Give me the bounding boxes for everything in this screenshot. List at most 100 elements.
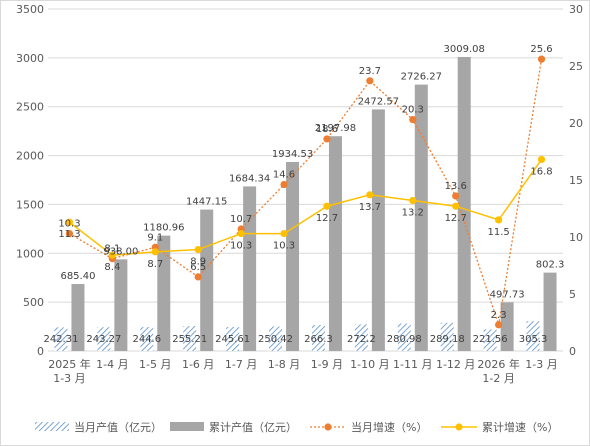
label-monthly-output: 289.18 xyxy=(430,334,465,345)
label-cumulative-output: 1447.15 xyxy=(186,197,227,208)
point-cumulative-growth xyxy=(237,229,245,238)
bar-cumulative-output xyxy=(71,284,85,351)
label-cumulative-growth: 10.3 xyxy=(230,241,252,252)
right-tick-label: 5 xyxy=(569,288,576,301)
right-axis: 0 5 10 15 20 25 30 xyxy=(569,3,583,358)
bar-cumulative-output xyxy=(328,136,342,351)
label-monthly-growth: 2.3 xyxy=(491,310,507,321)
point-cumulative-growth xyxy=(323,202,331,210)
bar-cumulative-output xyxy=(200,209,214,351)
x-tick-label: 1-8 月 xyxy=(268,358,300,371)
label-cumulative-output: 2197.98 xyxy=(315,123,356,134)
x-tick-label: 1-4 月 xyxy=(96,358,128,371)
bar-monthly-output xyxy=(483,329,497,351)
point-cumulative-growth xyxy=(366,191,374,199)
bar-monthly-output xyxy=(97,327,111,351)
line-cumulative-growth xyxy=(69,159,543,257)
bar-cumulative-output xyxy=(500,302,514,351)
label-monthly-output: 280.98 xyxy=(387,334,422,345)
point-monthly-growth xyxy=(537,55,546,63)
label-cumulative-growth: 11.5 xyxy=(487,227,509,238)
point-cumulative-growth xyxy=(280,229,288,238)
label-cumulative-growth: 13.2 xyxy=(402,208,424,219)
line-monthly-growth xyxy=(69,59,543,325)
x-tick-label: 1-3 月 xyxy=(53,372,85,385)
label-monthly-growth: 9.1 xyxy=(147,232,163,243)
x-tick-label: 2025 年 xyxy=(48,357,91,371)
label-cumulative-growth: 8.4 xyxy=(104,262,120,273)
label-cumulative-growth: 12.7 xyxy=(445,213,467,224)
x-tick-label: 1-5 月 xyxy=(139,358,171,371)
bar-monthly-output xyxy=(140,327,154,351)
label-cumulative-output: 3009.08 xyxy=(444,44,485,55)
legend: 当月产值（亿元） 累计产值（亿元） 当月增速（%） 累计增速（%） xyxy=(35,420,558,434)
label-cumulative-growth: 10.3 xyxy=(273,241,295,252)
point-cumulative-growth xyxy=(108,251,116,259)
gridlines xyxy=(48,8,563,352)
label-monthly-output: 305.3 xyxy=(519,334,548,345)
data-labels: 242.31685.4010.311.3243.27938.008.18.424… xyxy=(43,44,564,345)
point-cumulative-growth xyxy=(151,248,159,256)
point-monthly-growth xyxy=(409,115,417,124)
label-monthly-output: 243.27 xyxy=(86,334,121,345)
bar-cumulative-output xyxy=(543,272,557,351)
point-cumulative-growth xyxy=(452,202,460,210)
bar-monthly-output xyxy=(269,326,283,351)
point-cumulative-growth xyxy=(537,155,546,164)
legend-label-cumulative-output: 累计产值（亿元） xyxy=(209,420,297,434)
x-tick-label: 1-7 月 xyxy=(225,358,257,371)
x-tick-label: 1-6 月 xyxy=(182,358,214,371)
bar-cumulative-output xyxy=(286,161,300,351)
right-tick-label: 25 xyxy=(569,60,583,73)
label-monthly-growth: 8.1 xyxy=(104,244,120,255)
bar-monthly-output xyxy=(397,323,411,351)
label-cumulative-growth: 16.8 xyxy=(530,166,552,177)
label-cumulative-output: 497.73 xyxy=(490,289,525,300)
point-cumulative-growth xyxy=(495,216,503,224)
left-tick-label: 1000 xyxy=(16,247,44,260)
bar-cumulative-output xyxy=(457,56,471,351)
legend-marker-monthly-growth xyxy=(324,423,332,431)
label-cumulative-growth: 8.9 xyxy=(190,257,206,268)
bar-cumulative-output xyxy=(114,259,128,351)
label-cumulative-output: 1180.96 xyxy=(143,223,184,234)
legend-label-monthly-growth: 当月增速（%） xyxy=(351,420,427,434)
label-monthly-output: 244.6 xyxy=(132,334,161,345)
label-cumulative-growth: 8.7 xyxy=(147,259,163,270)
x-tick-label: 1-10 月 xyxy=(350,358,389,371)
label-cumulative-output: 938.00 xyxy=(103,246,138,257)
label-cumulative-output: 802.3 xyxy=(536,260,565,271)
bar-cumulative-output xyxy=(157,235,171,351)
point-cumulative-growth xyxy=(194,245,202,254)
point-cumulative-growth xyxy=(409,196,417,205)
label-monthly-output: 272.2 xyxy=(347,334,376,345)
point-monthly-growth xyxy=(280,180,288,189)
label-monthly-growth: 20.3 xyxy=(402,105,424,116)
point-monthly-growth xyxy=(323,135,331,143)
label-monthly-growth: 10.3 xyxy=(58,219,80,230)
label-monthly-output: 245.61 xyxy=(215,334,250,345)
bar-monthly-output xyxy=(183,326,197,351)
label-cumulative-growth: 13.7 xyxy=(359,202,381,213)
label-monthly-output: 242.31 xyxy=(43,334,78,345)
point-monthly-growth xyxy=(495,321,503,329)
label-cumulative-output: 2472.57 xyxy=(358,96,399,107)
label-cumulative-output: 685.40 xyxy=(60,271,95,282)
bar-monthly-output xyxy=(440,322,454,351)
right-tick-label: 30 xyxy=(569,3,583,16)
legend-swatch-monthly-output xyxy=(35,422,69,431)
label-monthly-output: 266.3 xyxy=(304,334,333,345)
label-cumulative-output: 1934.53 xyxy=(272,149,313,160)
point-monthly-growth xyxy=(452,192,460,200)
bar-cumulative-output xyxy=(371,109,385,351)
legend-label-monthly-output: 当月产值（亿元） xyxy=(74,420,162,434)
label-cumulative-growth: 12.7 xyxy=(316,213,338,224)
x-tick-label: 1-9 月 xyxy=(311,358,343,371)
legend-swatch-cumulative-output xyxy=(170,422,204,431)
label-monthly-output: 221.56 xyxy=(473,334,508,345)
label-monthly-growth: 14.6 xyxy=(273,170,295,181)
line-series xyxy=(65,55,546,329)
label-monthly-output: 250.42 xyxy=(258,334,293,345)
label-monthly-growth: 18.6 xyxy=(316,124,338,135)
